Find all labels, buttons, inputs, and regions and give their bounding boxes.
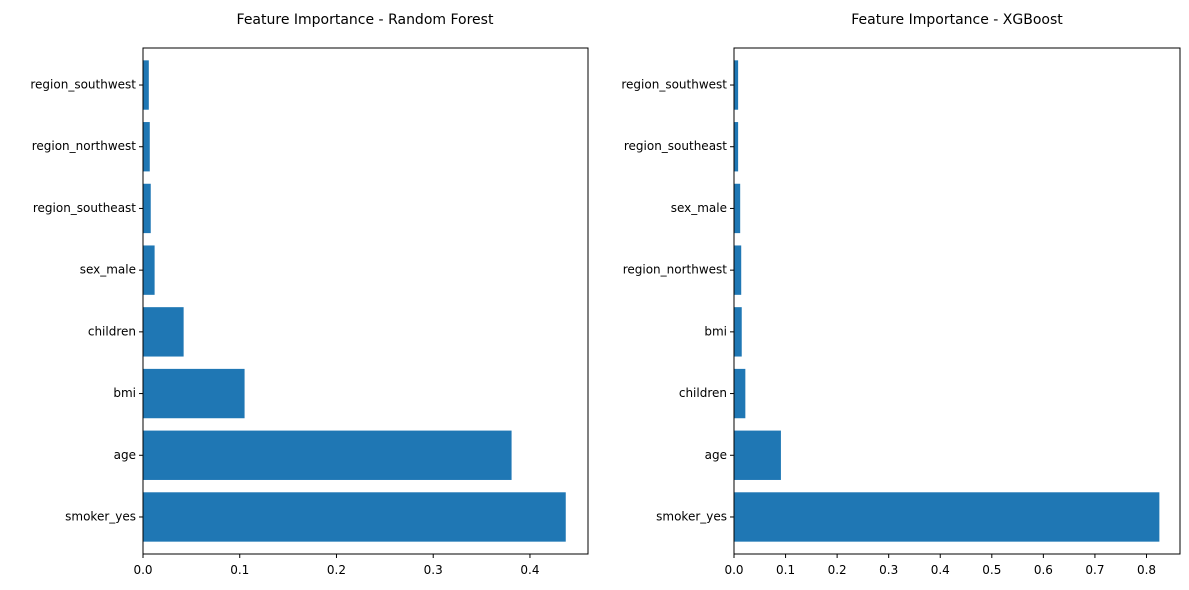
- y-tick-label-age: age: [705, 448, 727, 462]
- x-tick-label-2: 0.2: [327, 563, 346, 577]
- x-tick-label-4: 0.4: [931, 563, 950, 577]
- x-tick-label-2: 0.2: [828, 563, 847, 577]
- x-tick-label-3: 0.3: [879, 563, 898, 577]
- y-tick-label-sex_male: sex_male: [671, 201, 727, 215]
- bar-sex_male: [734, 183, 741, 234]
- y-tick-label-region_southeast: region_southeast: [33, 201, 136, 215]
- bar-smoker_yes: [143, 492, 566, 542]
- xgboost-bars: [734, 60, 1160, 542]
- y-tick-label-age: age: [114, 448, 136, 462]
- bar-smoker_yes: [734, 492, 1160, 542]
- y-tick-label-bmi: bmi: [113, 386, 136, 400]
- bar-region_northwest: [143, 122, 150, 172]
- bar-age: [143, 430, 512, 480]
- x-tick-label-7: 0.7: [1085, 563, 1104, 577]
- bar-region_northwest: [734, 245, 742, 295]
- random-forest-bars: [143, 60, 566, 542]
- y-tick-label-children: children: [679, 386, 727, 400]
- y-tick-label-bmi: bmi: [704, 324, 727, 338]
- y-tick-label-smoker_yes: smoker_yes: [65, 509, 136, 523]
- random-forest-x-ticks: 0.0 0.1 0.2 0.3 0.4: [133, 554, 540, 577]
- bar-sex_male: [143, 245, 155, 295]
- xgboost-plot-frame: [733, 47, 1181, 555]
- x-tick-label-6: 0.6: [1034, 563, 1053, 577]
- y-tick-label-children: children: [88, 324, 136, 338]
- x-tick-label-5: 0.5: [982, 563, 1001, 577]
- xgboost-y-tick-labels: smoker_yes age children bmi region_northwest…: [621, 78, 734, 523]
- random-forest-title: Feature Importance - Random Forest: [237, 12, 494, 28]
- x-tick-label-0: 0.0: [724, 563, 743, 577]
- bar-children: [143, 307, 184, 357]
- xgboost-x-ticks: 0.0 0.1 0.2 0.3 0.4 0.5 0.6 0.7 0.8: [724, 554, 1156, 577]
- x-tick-label-4: 0.4: [520, 563, 539, 577]
- y-tick-label-sex_male: sex_male: [80, 263, 136, 277]
- bar-region_southeast: [143, 183, 151, 234]
- x-tick-label-1: 0.1: [776, 563, 795, 577]
- xgboost-title: Feature Importance - XGBoost: [851, 12, 1063, 28]
- bar-region_southwest: [734, 60, 739, 110]
- bar-bmi: [734, 307, 742, 357]
- x-tick-label-8: 0.8: [1137, 563, 1156, 577]
- y-tick-label-smoker_yes: smoker_yes: [656, 509, 727, 523]
- bar-region_southeast: [734, 122, 739, 172]
- x-tick-label-1: 0.1: [230, 563, 249, 577]
- y-tick-label-region_northwest: region_northwest: [32, 139, 137, 153]
- bar-region_southwest: [143, 60, 149, 110]
- bar-children: [734, 368, 746, 419]
- x-tick-label-3: 0.3: [424, 563, 443, 577]
- random-forest-panel: Feature Importance - Random Forest smoke…: [30, 12, 589, 577]
- bar-age: [734, 430, 781, 480]
- random-forest-plot-frame: [142, 47, 589, 555]
- y-tick-label-region_southwest: region_southwest: [621, 78, 727, 92]
- xgboost-panel: Feature Importance - XGBoost smoker_yes a…: [621, 12, 1181, 577]
- y-tick-label-region_northwest: region_northwest: [623, 263, 728, 277]
- bar-bmi: [143, 368, 245, 419]
- y-tick-label-region_southwest: region_southwest: [30, 78, 136, 92]
- y-tick-label-region_southeast: region_southeast: [624, 139, 727, 153]
- x-tick-label-0: 0.0: [133, 563, 152, 577]
- random-forest-y-tick-labels: smoker_yes age bmi children sex_male region_s…: [30, 78, 143, 523]
